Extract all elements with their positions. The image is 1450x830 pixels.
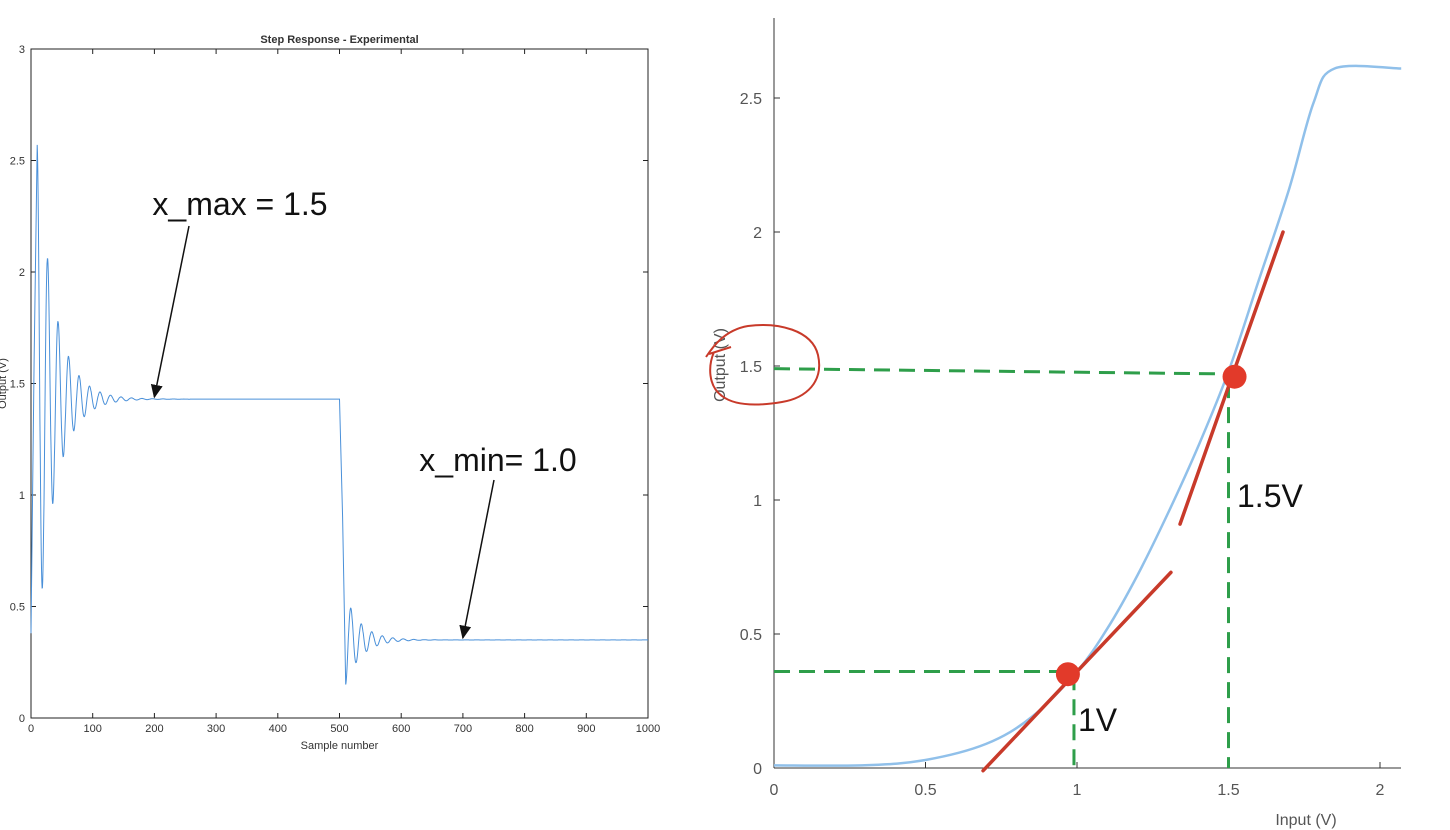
right-x-tick-label: 2: [1376, 782, 1385, 799]
right-x-tick-label: 1.5: [1217, 782, 1239, 799]
left-y-tick-label: 2.5: [10, 156, 25, 168]
right-x-axis-label: Input (V): [1275, 812, 1336, 829]
left-y-tick-label: 1: [19, 490, 25, 502]
right-x-ticks: 0 0.5 1 1.5 2: [770, 762, 1385, 799]
left-x-tick-label: 200: [145, 723, 163, 735]
left-x-tick-label: 600: [392, 723, 410, 735]
left-annotation-label: x_max = 1.5: [152, 186, 327, 222]
left-chart-title: Step Response - Experimental: [260, 34, 418, 46]
left-annotation-arrow: [150, 225, 190, 399]
left-plot-frame: [30, 48, 649, 719]
left-annotation-label: x_min= 1.0: [419, 442, 576, 478]
right-x-tick-label: 0.5: [914, 782, 936, 799]
left-x-ticks: 0 100 200 300 400 500 600 700 800 900 1000: [28, 49, 660, 735]
left-y-tick-label: 0: [19, 713, 25, 725]
left-x-tick-label: 500: [330, 723, 348, 735]
left-x-tick-label: 300: [207, 723, 225, 735]
left-x-tick-label: 700: [454, 723, 472, 735]
left-x-tick-label: 400: [269, 723, 287, 735]
right-x-tick-label: 1: [1073, 782, 1082, 799]
right-y-tick-label: 2.5: [740, 91, 762, 108]
right-y-tick-label: 1: [753, 493, 762, 510]
left-chart-step-response: 0 100 200 300 400 500 600 700 800 900 1000 0 0.5 1 1.…: [0, 34, 660, 752]
operating-point: [1055, 662, 1080, 687]
right-y-axis-label: Output (V): [712, 328, 729, 402]
right-y-tick-label: 2: [753, 225, 762, 242]
left-annotations: x_max = 1.5 x_min= 1.0: [150, 186, 577, 640]
left-y-tick-label: 2: [19, 267, 25, 279]
left-y-tick-label: 3: [19, 44, 25, 56]
hand-drawn-circle: [705, 324, 821, 406]
right-y-tick-label: 1.5: [740, 359, 762, 376]
left-x-axis-label: Sample number: [301, 740, 379, 752]
right-chart-transfer-curve: 0 0.5 1 1.5 2 0 0.5 1 1.5 2 2.5 Input (V) Output …: [705, 18, 1402, 829]
left-x-tick-label: 900: [577, 723, 595, 735]
left-x-tick-label: 0: [28, 723, 34, 735]
right-y-ticks: 0 0.5 1 1.5 2 2.5: [740, 91, 780, 778]
left-y-axis-label: Output (V): [0, 358, 9, 409]
right-dashed-guides: [773, 367, 1235, 768]
right-annotation-label: 1.5V: [1237, 478, 1303, 514]
left-series-line: [30, 144, 648, 685]
left-y-tick-label: 0.5: [10, 602, 25, 614]
right-operating-points: [1055, 364, 1247, 687]
left-x-tick-label: 800: [515, 723, 533, 735]
right-annotations: 1.5V 1V: [1078, 478, 1303, 738]
operating-point: [1222, 364, 1247, 389]
left-x-tick-label: 1000: [636, 723, 660, 735]
right-y-tick-label: 0: [753, 761, 762, 778]
left-x-tick-label: 100: [84, 723, 102, 735]
right-y-tick-label: 0.5: [740, 627, 762, 644]
right-x-tick-label: 0: [770, 782, 779, 799]
left-y-ticks: 0 0.5 1 1.5 2 2.5 3: [10, 44, 648, 725]
left-y-tick-label: 1.5: [10, 379, 25, 391]
dashed-guide-line: [773, 367, 1235, 376]
left-annotation-arrow: [459, 479, 495, 640]
right-series-curve: [773, 64, 1402, 767]
right-annotation-label: 1V: [1078, 702, 1118, 738]
